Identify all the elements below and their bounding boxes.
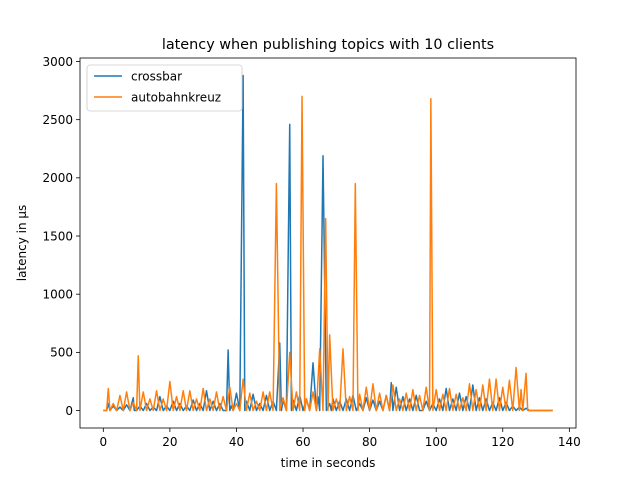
series-layer [103,74,553,412]
series-line-crossbar [103,74,553,412]
x-tick-label: 120 [491,435,514,449]
y-axis-label: latency in µs [15,205,29,282]
y-tick-label: 2000 [42,171,73,185]
x-tick-label: 40 [229,435,244,449]
series-line-autobahnkreuz [103,95,553,412]
x-axis-label: time in seconds [281,456,376,470]
y-tick-label: 3000 [42,55,73,69]
x-tick-label: 0 [99,435,107,449]
y-axis-ticks: 0 500 1000 1500 2000 2500 3000 [42,55,80,418]
legend-label-crossbar: crossbar [131,70,182,84]
x-tick-label: 140 [558,435,581,449]
y-tick-label: 0 [65,404,73,418]
chart-title: latency when publishing topics with 10 c… [162,37,494,53]
y-tick-label: 1000 [42,287,73,301]
x-tick-label: 20 [162,435,177,449]
axes-frame [79,57,577,429]
y-tick-label: 2500 [42,113,73,127]
legend-label-autobahnkreuz: autobahnkreuz [131,91,221,105]
x-axis-ticks: 0 20 40 60 80 100 120 140 [99,428,581,449]
x-tick-label: 60 [295,435,310,449]
legend: crossbar autobahnkreuz [86,64,243,112]
y-tick-label: 1500 [42,229,73,243]
x-tick-label: 100 [425,435,448,449]
x-tick-label: 80 [362,435,377,449]
plot-area [79,57,577,429]
legend-box [86,64,243,112]
y-tick-label: 500 [50,346,73,360]
